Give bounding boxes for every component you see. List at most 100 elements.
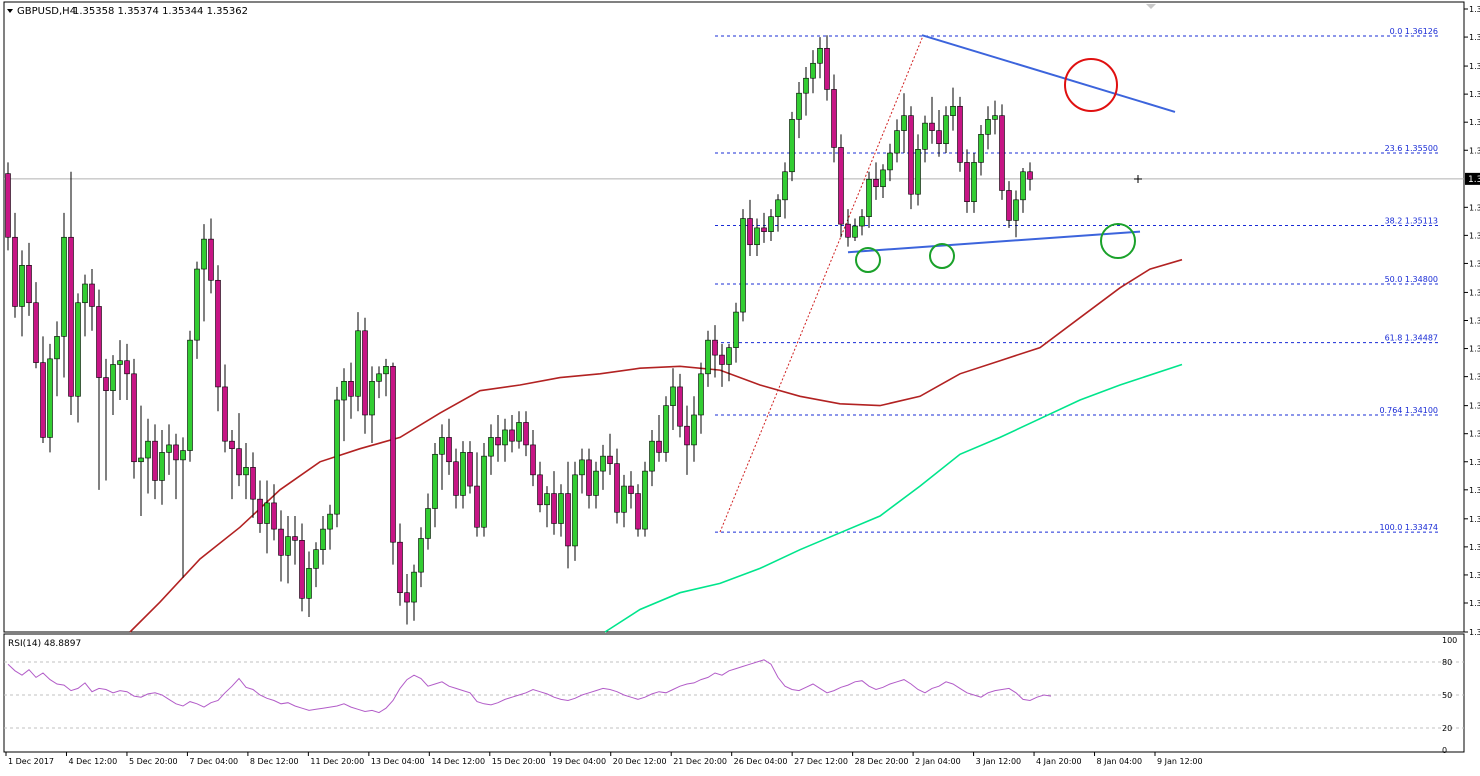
scroll-shift-icon[interactable] [1146, 4, 1156, 9]
candle-body [656, 440, 662, 453]
trendlines[interactable] [847, 34, 1176, 254]
candle [432, 443, 438, 528]
candle-body [621, 485, 627, 513]
candle [299, 523, 305, 612]
candle [40, 336, 46, 444]
candle [502, 418, 508, 462]
upper-trendline[interactable] [921, 34, 1176, 113]
candle [180, 437, 186, 578]
candle [593, 461, 599, 509]
time-tick-label: 13 Dec 04:00 [371, 757, 425, 766]
candle [901, 93, 907, 154]
candle [285, 516, 291, 584]
candle-body [845, 223, 851, 238]
price-tick-label: 1.33545 [1469, 515, 1480, 524]
candle [376, 366, 382, 399]
candle-body [789, 119, 795, 173]
candle [726, 343, 732, 382]
candle-body [572, 474, 578, 547]
time-tick-label: 1 Dec 2017 [8, 757, 54, 766]
candle [782, 162, 788, 219]
candle [5, 162, 11, 251]
fibonacci-retracement[interactable]: 0.0 1.36126 23.6 1.35500 38.2 1.35113 50.0 … [715, 27, 1440, 533]
candle-body [775, 199, 781, 217]
candle-body [516, 422, 522, 442]
candle-body [341, 381, 347, 401]
candle-body [635, 493, 641, 530]
price-axis[interactable]: 1.36270 1.36120 1.35965 1.35815 1.35665 1.355… [1464, 5, 1480, 637]
candle [523, 411, 529, 457]
candle-body [796, 92, 802, 120]
candle [691, 396, 697, 462]
price-tick-label: 1.35210 [1469, 203, 1480, 212]
candle-body [229, 440, 235, 449]
candle [117, 340, 123, 401]
candle-body [47, 358, 53, 438]
candle [607, 433, 613, 475]
symbol-dropdown-icon[interactable] [7, 9, 13, 13]
candle [677, 373, 683, 438]
candle-body [12, 236, 18, 307]
candle-body [943, 115, 949, 145]
candle [159, 429, 165, 505]
time-tick-label: 19 Dec 04:00 [552, 757, 606, 766]
candle [47, 343, 53, 453]
candle-body [292, 536, 298, 541]
candle-body [600, 455, 606, 472]
candle-body [250, 467, 256, 500]
price-tick-label: 1.33850 [1469, 458, 1480, 467]
candle-body [698, 373, 704, 416]
time-tick-label: 8 Dec 12:00 [250, 757, 299, 766]
price-tick-label: 1.34455 [1469, 345, 1480, 354]
candle [663, 396, 669, 462]
candle-body [509, 429, 515, 442]
candle-body [194, 268, 200, 341]
candle [404, 574, 410, 625]
candle-body [75, 302, 81, 397]
candle [152, 424, 158, 500]
time-axis[interactable]: 1 Dec 2017 4 Dec 12:00 5 Dec 20:00 7 Dec 04… [5, 752, 1203, 766]
candle [320, 516, 326, 565]
lower-trendline[interactable] [847, 230, 1141, 254]
candle [488, 424, 494, 475]
candle [845, 209, 851, 247]
candle-body [348, 381, 354, 397]
candle-body [334, 399, 340, 515]
price-tick-label: 1.34000 [1469, 430, 1480, 439]
candle-body [5, 173, 11, 238]
time-tick-label: 21 Dec 20:00 [673, 757, 727, 766]
candle [96, 289, 102, 490]
candle [26, 242, 32, 316]
fibonacci-baseline[interactable] [719, 35, 924, 533]
candle [747, 199, 753, 256]
candle-body [40, 362, 46, 438]
candle [670, 368, 676, 430]
resistance-circle [1064, 58, 1118, 112]
candle [383, 358, 389, 397]
candle-body [299, 540, 305, 599]
candle [61, 212, 67, 378]
candle [292, 516, 298, 565]
candle-body [831, 89, 837, 148]
candle [614, 448, 620, 524]
candle [474, 452, 480, 537]
candle-body [712, 339, 718, 356]
candle [740, 209, 746, 322]
candle [831, 74, 837, 163]
candle [943, 106, 949, 154]
candle [145, 418, 151, 494]
candle-body [187, 339, 193, 451]
candle-body [670, 386, 676, 406]
fib-level-label: 50.0 1.34800 [1385, 275, 1438, 284]
candle [936, 110, 942, 157]
candle-body [936, 130, 942, 145]
candle-body [243, 467, 249, 476]
candle-body [719, 354, 725, 365]
candle-body [740, 218, 746, 313]
candle [957, 96, 963, 172]
candle-body [166, 444, 172, 453]
candle [530, 429, 536, 487]
candle-body [684, 425, 690, 446]
candle-body [173, 444, 179, 461]
